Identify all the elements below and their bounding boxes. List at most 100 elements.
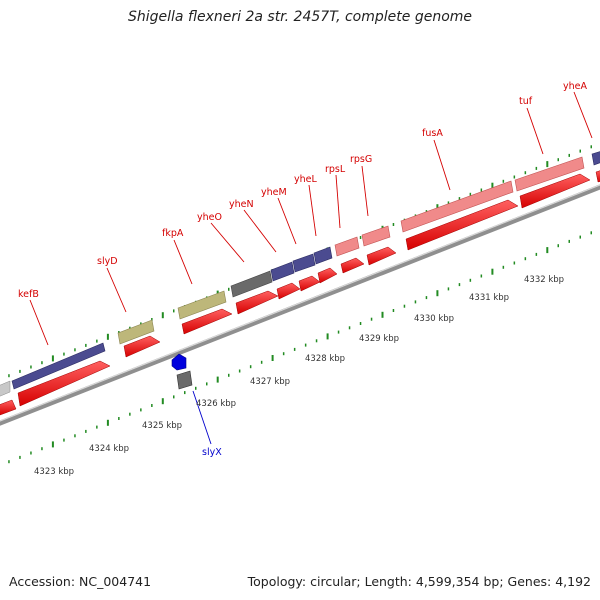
tick-major xyxy=(491,182,494,189)
cds-arrow xyxy=(366,246,397,266)
gene-label-yheO: yheO xyxy=(197,212,222,223)
tick-minor xyxy=(359,236,362,239)
tick-minor xyxy=(118,417,120,420)
tick-minor xyxy=(590,145,592,149)
genome-summary-text: Topology: circular; Length: 4,599,354 bp… xyxy=(247,574,591,589)
tick-minor xyxy=(535,252,538,256)
genome-backbone-highlight xyxy=(0,184,600,422)
gene-label-yheL: yheL xyxy=(294,174,317,185)
tick-minor xyxy=(414,300,417,304)
feature-rpsG xyxy=(361,225,391,247)
feature-yheM xyxy=(292,253,316,273)
cds-arrow xyxy=(0,399,17,416)
feature-fkpA xyxy=(177,290,227,320)
gene-labels: kefB slyD fkpA yheO yheN yheM yheL rpsL … xyxy=(18,81,587,458)
tick-minor xyxy=(579,149,581,153)
genome-backbone xyxy=(0,184,600,426)
tick-minor xyxy=(228,373,230,377)
feature-yheO xyxy=(230,270,273,298)
tick-minor xyxy=(41,361,43,365)
tick-minor xyxy=(129,412,131,416)
tick-major xyxy=(546,161,549,168)
kbp-label: 4326 kbp xyxy=(196,399,236,409)
tick-minor xyxy=(304,343,307,347)
leader-yheN xyxy=(243,209,277,253)
tick-minor xyxy=(151,318,153,321)
gene-label-yheA: yheA xyxy=(563,81,587,92)
tick-minor xyxy=(85,429,87,433)
leader-rpsG xyxy=(361,165,369,217)
tick-minor xyxy=(228,287,230,291)
cds-arrow xyxy=(276,282,301,300)
tick-minor xyxy=(260,360,263,364)
tick-row-lower xyxy=(8,231,592,464)
cds-arrow xyxy=(181,308,233,335)
leader-fkpA xyxy=(173,239,193,285)
cds-arrow xyxy=(298,275,321,292)
tick-minor xyxy=(30,451,32,455)
feature-tuf xyxy=(514,156,585,192)
tick-major xyxy=(216,376,219,383)
tick-major xyxy=(106,419,109,426)
tick-major xyxy=(51,355,54,362)
tick-minor xyxy=(293,347,296,351)
tick-minor xyxy=(425,296,428,300)
gene-label-kefB: kefB xyxy=(18,289,39,300)
kbp-label: 4332 kbp xyxy=(524,275,564,285)
tick-minor xyxy=(568,153,570,157)
tick-minor xyxy=(348,326,351,330)
cds-arrow xyxy=(340,257,365,274)
leader-kefB xyxy=(29,299,49,346)
cds-row xyxy=(0,170,600,416)
gene-label-yheN: yheN xyxy=(229,199,254,210)
tick-major xyxy=(271,355,274,361)
tick-minor xyxy=(447,287,450,291)
tick-minor xyxy=(206,382,208,386)
kbp-label: 4325 kbp xyxy=(142,421,182,431)
cds-arrow xyxy=(235,290,279,315)
tick-minor xyxy=(524,171,527,175)
accession-text: Accession: NC_004741 xyxy=(9,574,152,589)
cds-arrow xyxy=(405,199,519,251)
feature-slyX-gray xyxy=(176,370,193,390)
tick-minor xyxy=(74,348,76,352)
feature-slyX-blue xyxy=(171,353,187,371)
gene-label-fkpA: fkpA xyxy=(162,228,184,239)
gene-label-rpsG: rpsG xyxy=(350,154,372,165)
kbp-labels: 4323 kbp 4324 kbp 4325 kbp 4326 kbp 4327… xyxy=(34,275,564,477)
leader-yheM xyxy=(277,197,297,245)
leader-yheA xyxy=(573,91,593,139)
feature-yheN xyxy=(270,261,295,282)
feature-gray-left xyxy=(0,380,11,397)
tick-minor xyxy=(238,369,241,373)
cds-arrow xyxy=(123,335,161,358)
tick-minor xyxy=(513,261,516,265)
tick-minor xyxy=(184,391,186,395)
cds-arrow xyxy=(317,267,338,284)
tick-minor xyxy=(19,369,21,373)
tick-minor xyxy=(502,179,505,183)
tick-minor xyxy=(63,352,65,356)
tick-minor xyxy=(63,438,65,442)
cds-arrow xyxy=(595,170,600,183)
feature-yheL xyxy=(313,246,333,265)
tick-minor xyxy=(524,257,527,261)
tick-minor xyxy=(370,317,373,321)
kbp-label: 4330 kbp xyxy=(414,314,454,324)
kbp-label: 4328 kbp xyxy=(305,354,345,364)
tick-major xyxy=(436,290,439,297)
tick-major xyxy=(491,268,494,275)
kbp-label: 4327 kbp xyxy=(250,377,290,387)
tick-minor xyxy=(41,447,43,451)
tick-minor xyxy=(458,283,461,287)
tick-minor xyxy=(590,231,592,235)
feature-row-upper xyxy=(0,151,600,397)
tick-minor xyxy=(579,235,581,239)
leader-tuf xyxy=(526,107,544,155)
tick-major xyxy=(51,441,54,448)
tick-minor xyxy=(392,309,395,312)
gene-label-slyX: slyX xyxy=(202,447,222,458)
tick-minor xyxy=(403,304,406,308)
tick-minor xyxy=(392,223,395,226)
